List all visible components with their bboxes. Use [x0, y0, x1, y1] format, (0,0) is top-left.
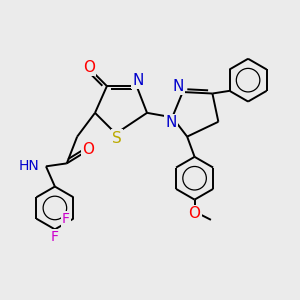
Text: N: N	[172, 79, 184, 94]
Text: O: O	[82, 142, 94, 157]
Text: O: O	[83, 60, 95, 75]
Text: HN: HN	[19, 159, 39, 173]
Text: S: S	[112, 130, 122, 146]
Text: F: F	[62, 212, 70, 226]
Text: N: N	[165, 115, 176, 130]
Text: N: N	[132, 73, 144, 88]
Text: F: F	[51, 230, 59, 244]
Text: O: O	[189, 206, 201, 221]
